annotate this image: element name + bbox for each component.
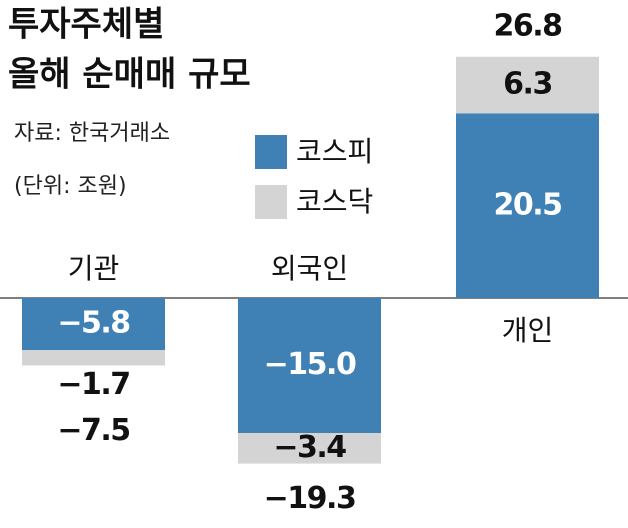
bar-segment [22, 350, 165, 366]
category-label: 개인 [502, 314, 554, 347]
value-label: −3.4 [273, 430, 346, 465]
total-label: 26.8 [493, 8, 562, 43]
total-label: −7.5 [57, 413, 129, 448]
chart-title: 투자주체별 [8, 5, 164, 45]
legend-label: 코스피 [296, 135, 373, 168]
unit: (단위: 조원) [14, 174, 127, 199]
category-label: 기관 [68, 252, 120, 285]
chart-title: 올해 순매매 규모 [8, 55, 251, 95]
value-label: −1.7 [57, 367, 129, 402]
legend-swatch [255, 185, 287, 219]
category-label: 외국인 [271, 252, 348, 285]
value-label: −15.0 [264, 347, 356, 382]
legend-label: 코스닥 [296, 185, 373, 218]
source: 자료: 한국거래소 [14, 121, 170, 146]
bar-segment [456, 56, 599, 114]
bar-segment [456, 113, 599, 298]
bar-segment [22, 298, 165, 351]
value-label: 6.3 [503, 67, 552, 102]
bar-segment [238, 433, 381, 464]
value-label: −5.8 [57, 306, 130, 341]
legend-swatch [255, 135, 287, 169]
total-label: −19.3 [264, 481, 356, 516]
bar-segment [238, 298, 381, 433]
value-label: 20.5 [493, 187, 561, 222]
